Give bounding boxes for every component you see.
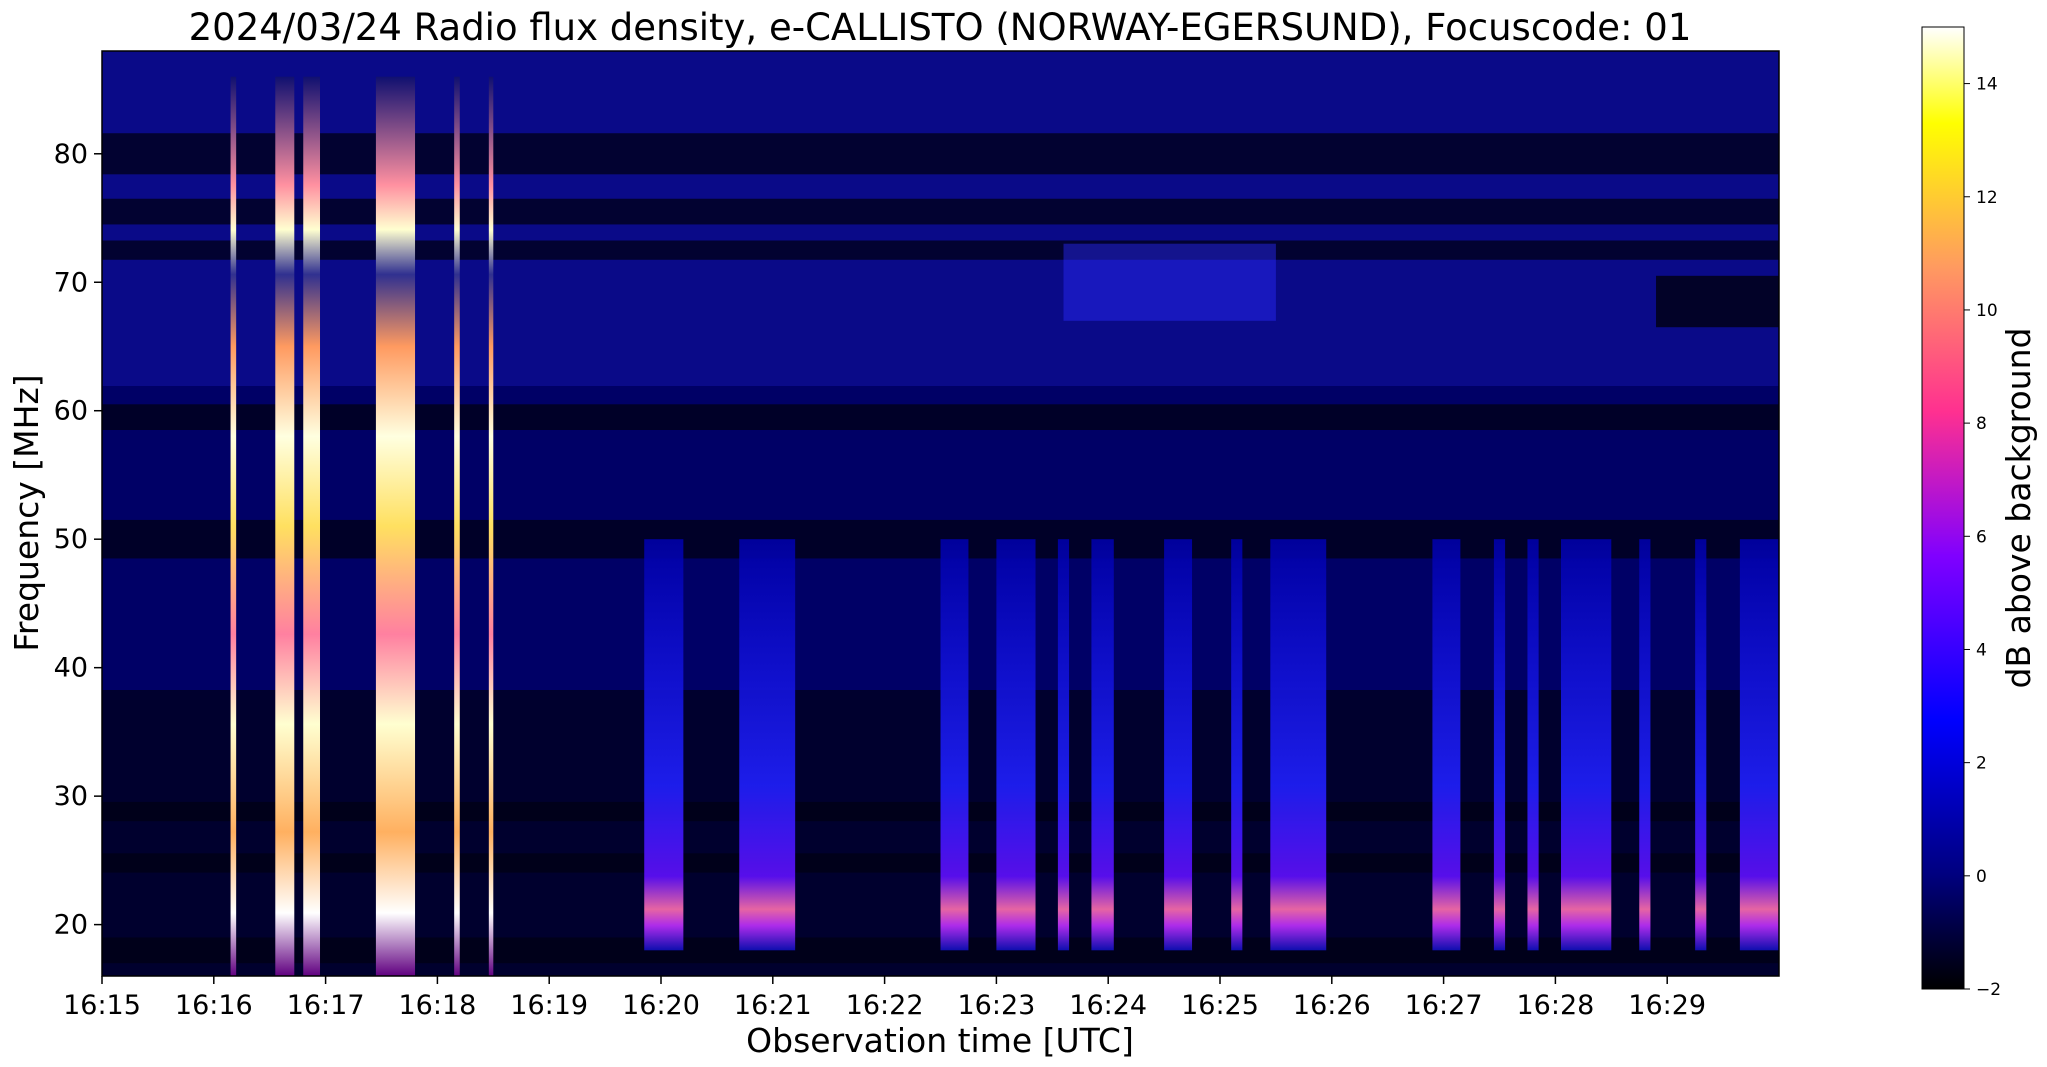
x-tick-label: 16:22 [846, 990, 924, 1021]
strong-burst [454, 76, 460, 976]
colorbar-tick-label: 2 [1976, 754, 1987, 774]
y-tick-label: 70 [54, 267, 88, 298]
x-tick-label: 16:29 [1628, 990, 1706, 1021]
y-tick-label: 60 [54, 396, 88, 427]
rfi-band [102, 133, 1779, 175]
colorbar-tick-label: −2 [1976, 980, 2001, 1000]
x-tick-label: 16:18 [398, 990, 476, 1021]
strong-burst [230, 76, 237, 976]
x-axis-label: Observation time [UTC] [746, 1021, 1134, 1060]
y-axis-ticks: 20 30 40 50 60 70 80 [54, 139, 102, 941]
chart-title: 2024/03/24 Radio flux density, e-CALLIST… [189, 6, 1692, 49]
rfi-band [102, 240, 1779, 260]
colorbar-label: dB above background [1999, 328, 2038, 689]
x-tick-label: 16:17 [287, 990, 365, 1021]
dark-patch [1656, 275, 1779, 328]
moderate-burst [1164, 539, 1193, 951]
moderate-burst [1432, 539, 1461, 951]
colorbar-tick-label: 12 [1976, 188, 1998, 208]
strong-burst [488, 76, 494, 976]
spectrogram-plot-area [102, 51, 1779, 976]
colorbar-tick-label: 14 [1976, 75, 1998, 95]
y-tick-label: 30 [54, 781, 88, 812]
moderate-bursts [644, 539, 1779, 951]
y-tick-label: 40 [54, 653, 88, 684]
y-axis-label: Frequency [MHz] [7, 374, 46, 651]
y-tick-label: 50 [54, 524, 88, 555]
x-tick-label: 16:24 [1069, 990, 1147, 1021]
strong-burst [375, 76, 416, 976]
moderate-burst [739, 539, 796, 951]
x-tick-label: 16:27 [1405, 990, 1483, 1021]
x-tick-label: 16:21 [734, 990, 812, 1021]
x-tick-label: 16:28 [1516, 990, 1594, 1021]
moderate-burst [1493, 539, 1506, 951]
moderate-burst [1527, 539, 1539, 951]
x-axis-ticks: 16:15 16:16 16:17 16:18 16:19 16:20 16:21 16:22… [63, 976, 1706, 1021]
moderate-burst [1560, 539, 1612, 951]
x-tick-label: 16:15 [63, 990, 141, 1021]
x-tick-label: 16:20 [622, 990, 700, 1021]
x-tick-label: 16:19 [510, 990, 588, 1021]
x-tick-label: 16:25 [1181, 990, 1259, 1021]
y-tick-label: 20 [54, 910, 88, 941]
plot-frame [101, 50, 1780, 977]
colorbar [1921, 26, 1965, 990]
moderate-burst [1639, 539, 1651, 951]
strong-burst [275, 76, 295, 976]
moderate-burst [1739, 539, 1779, 951]
moderate-burst [940, 539, 969, 951]
colorbar-tick-label: 6 [1976, 527, 1987, 547]
moderate-burst [644, 539, 684, 951]
colorbar-tick-label: 10 [1976, 301, 1998, 321]
brighter-patch [1063, 243, 1276, 321]
colorbar-tick-label: 8 [1976, 414, 1987, 434]
moderate-burst [996, 539, 1036, 951]
moderate-burst [1695, 539, 1707, 951]
colorbar-ticks: −2 0 2 4 6 8 10 12 14 [1964, 75, 2001, 1000]
colorbar-tick-label: 0 [1976, 867, 1987, 887]
y-tick-label: 80 [54, 139, 88, 170]
rfi-band [102, 198, 1779, 225]
rfi-band [102, 404, 1779, 430]
strong-bursts [230, 76, 494, 976]
colorbar-tick-label: 4 [1976, 640, 1987, 660]
x-tick-label: 16:23 [957, 990, 1035, 1021]
strong-burst [303, 76, 321, 976]
moderate-burst [1270, 539, 1327, 951]
moderate-burst [1231, 539, 1243, 951]
x-tick-label: 16:16 [175, 990, 253, 1021]
x-tick-label: 16:26 [1293, 990, 1371, 1021]
moderate-burst [1091, 539, 1114, 951]
moderate-burst [1057, 539, 1070, 951]
